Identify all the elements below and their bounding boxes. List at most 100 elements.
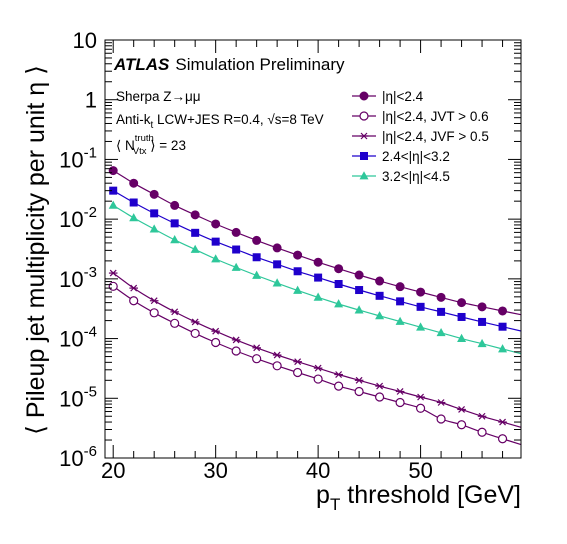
data-point-s0-10-shape [313,257,323,267]
legend-marker-2 [359,132,369,140]
y-tick-label-4: 10-2 [59,204,97,232]
data-point-s1-4-shape [190,328,200,339]
data-point-s4-18-shape [477,338,487,348]
data-point-s3-17 [457,312,466,321]
atlas-word: ATLAS [113,55,170,74]
data-point-s2-9 [293,358,302,366]
data-point-s4-19 [498,344,508,353]
data-point-s4-4-shape [190,244,200,253]
data-point-s2-8 [272,351,282,359]
data-point-s3-16-shape [437,307,446,316]
annotation-npv-b: ⟩ = 23 [147,138,186,153]
annotation-npv-sub: Vtx [133,146,147,157]
data-point-s3-17-shape [457,312,466,321]
data-point-s1-18 [477,427,487,437]
data-point-s3-4 [191,228,200,237]
data-point-s1-13 [375,392,385,402]
data-point-s3-12 [355,286,364,295]
data-point-s1-5-shape [211,337,221,348]
data-point-s3-1-shape [129,198,138,207]
legend-label-3: 2.4<|η|<3.2 [382,149,450,164]
data-point-s2-3 [170,308,179,316]
data-point-s2-14 [395,388,405,395]
data-point-s0-3 [170,200,180,210]
y-tick-label-base-7: 10 [73,28,97,53]
data-point-s0-8 [272,243,282,253]
data-point-s1-16 [436,414,446,424]
data-point-s4-12 [354,305,364,314]
data-point-s4-7-shape [252,270,262,279]
axis-ticks [105,39,521,459]
y-tick-label-base-2: 10 [59,327,83,352]
data-point-s1-9-shape [293,367,303,378]
data-point-s4-17-shape [457,333,467,342]
data-point-s0-2 [149,189,159,199]
data-point-s0-5-shape [211,219,221,229]
data-point-s1-8 [272,361,282,371]
data-point-s4-2 [149,224,159,233]
legend-label-0: |η|<2.4 [382,89,424,104]
data-point-s4-8-shape [272,278,282,287]
data-point-s0-3-shape [170,200,180,210]
data-point-s4-0-shape [108,200,118,209]
data-point-s1-14 [395,397,405,408]
legend-label-4: 3.2<|η|<4.5 [382,169,450,184]
data-point-s2-2-stroke-d2 [150,297,158,305]
data-point-s0-0 [108,166,118,176]
data-point-s4-5 [211,254,221,263]
x-tick-label-40: 40 [306,458,330,483]
data-point-s1-1 [129,296,139,306]
axes-frame [104,39,522,459]
data-point-s2-11-stroke-d2 [335,371,343,378]
legend-entry-1: |η|<2.4, JVT > 0.6 [352,109,489,124]
data-point-s2-18-stroke-d2 [478,412,486,420]
legend-marker-0-shape [359,91,369,101]
data-point-s2-5-stroke-d2 [212,327,220,335]
data-point-s0-11 [334,264,344,274]
data-point-s4-14-shape [395,316,405,325]
data-point-s2-19-stroke-d2 [499,418,506,426]
data-point-s2-7-stroke-d2 [253,344,261,352]
data-point-s4-19-shape [498,344,508,353]
y-tick-label-7: 10 [73,28,97,53]
data-point-s1-17-shape [456,420,467,430]
x-axis-title-rest: threshold [GeV] [340,481,521,509]
data-point-s0-13 [375,276,385,286]
atlas-label: ATLAS Simulation Preliminary [113,55,345,74]
data-point-s1-4 [190,328,200,339]
data-point-s0-18-shape [477,302,487,312]
data-point-s0-12-shape [354,270,364,280]
data-point-s2-8-stroke-d2 [273,351,281,359]
data-point-s2-5 [211,327,220,335]
legend-marker-3 [360,152,368,160]
data-point-s1-10 [313,374,323,384]
y-tick-label-base-3: 10 [59,267,83,292]
data-point-s3-3 [170,219,179,228]
data-point-s3-10-shape [314,273,323,282]
data-point-s0-1 [129,178,139,188]
data-point-s3-6-shape [232,245,241,254]
data-point-s0-11-shape [334,264,344,274]
data-point-s1-18-shape [477,427,487,437]
legend-entry-4: 3.2<|η|<4.5 [352,169,450,184]
data-point-s2-12-stroke-d2 [355,376,363,384]
data-point-s2-4 [190,318,200,326]
data-point-s0-19-shape [498,306,508,316]
data-point-s4-3 [170,235,180,244]
data-point-s0-7-shape [252,235,262,245]
data-point-s1-19 [497,434,508,444]
data-point-s4-2-shape [149,224,159,233]
data-point-s3-0 [109,186,118,195]
data-point-s3-15 [416,302,425,311]
data-point-s1-17 [456,420,467,430]
data-point-s2-16 [436,399,446,406]
data-point-s4-18 [477,338,487,348]
data-point-s4-5-shape [211,254,221,263]
data-point-s0-2-shape [149,189,159,199]
data-point-s4-13 [375,311,385,320]
x-tick-label-20: 20 [101,458,125,483]
data-point-s2-17 [457,406,466,413]
x-tick-label-30: 30 [203,458,227,483]
